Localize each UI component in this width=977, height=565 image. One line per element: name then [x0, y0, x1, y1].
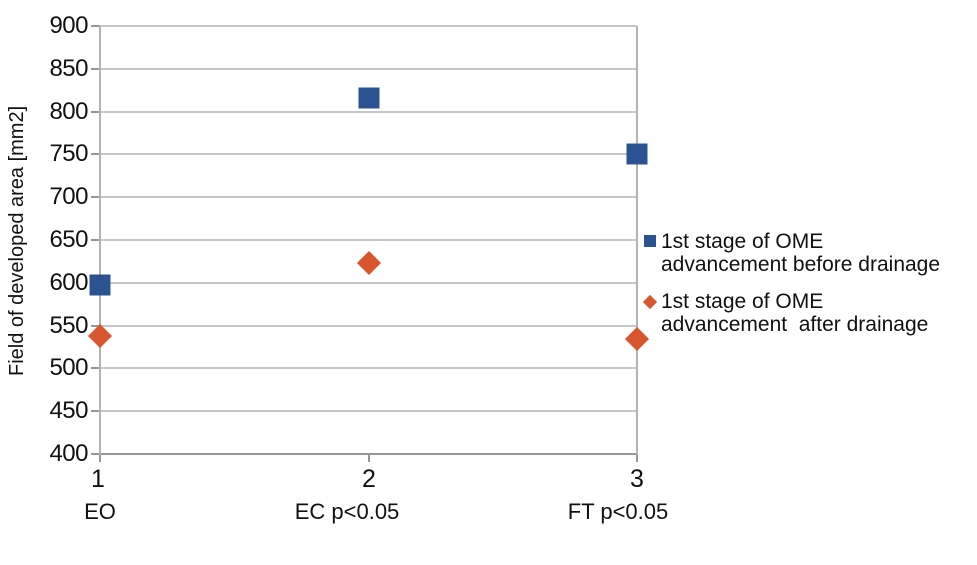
x-tick-mark: [99, 455, 101, 462]
y-tick-mark: [91, 153, 100, 156]
x-tick-mark: [636, 455, 638, 462]
data-point-diamond: [356, 251, 381, 276]
y-tick-mark: [91, 324, 100, 327]
x-tick-mark: [367, 455, 370, 462]
x-tick-label-2: 2: [362, 465, 376, 493]
gridline: [100, 196, 637, 199]
gridline: [100, 281, 637, 284]
y-tick-mark: [91, 25, 100, 27]
data-point-square: [626, 143, 648, 165]
x-axis-line: [100, 453, 637, 455]
gridline: [100, 367, 637, 370]
legend-label: 1st stage of OME advancement after draina…: [661, 290, 928, 336]
legend-square-marker-icon: [644, 235, 656, 247]
plot-right-border: [636, 26, 638, 456]
x-tick-label-1: 1: [91, 465, 105, 493]
gridline: [100, 239, 637, 241]
y-tick-mark: [91, 110, 100, 113]
data-point-square: [89, 274, 111, 295]
data-point-diamond: [87, 323, 113, 348]
y-tick-label: 550: [49, 311, 88, 339]
y-tick-label: 750: [49, 140, 88, 168]
y-tick-mark: [91, 367, 100, 370]
y-tick-mark: [91, 453, 100, 455]
y-tick-label: 450: [49, 397, 88, 425]
gridline: [100, 324, 637, 327]
legend-label-line: 1st stage of OME: [661, 290, 824, 313]
y-tick-mark: [91, 196, 100, 199]
x-category-label-ec: EC p<0.05: [294, 499, 400, 524]
legend-diamond-marker-icon: [642, 294, 658, 310]
y-tick-label: 500: [49, 354, 88, 382]
y-tick-mark: [91, 410, 100, 413]
x-category-label-ft: FT p<0.05: [567, 499, 669, 524]
legend-label-line: 1st stage of OME: [661, 230, 824, 253]
legend-label-line: advancement before drainage: [661, 253, 941, 276]
y-tick-label: 600: [49, 268, 88, 296]
gridline: [100, 67, 637, 70]
y-tick-label: 700: [49, 183, 88, 211]
legend-entry-after-drainage: 1st stage of OME advancement after draina…: [642, 290, 974, 336]
gridline: [100, 110, 637, 113]
gridline: [100, 25, 637, 27]
y-tick-mark: [91, 67, 100, 70]
gridline: [100, 153, 637, 156]
plot-left-border: [99, 26, 101, 456]
x-tick-label-3: 3: [630, 465, 644, 493]
y-tick-label: 400: [49, 440, 88, 467]
y-tick-label: 800: [49, 97, 88, 125]
y-tick-mark: [91, 239, 100, 241]
legend-label: 1st stage of OME advancement before drain…: [661, 230, 940, 276]
legend: 1st stage of OME advancement before drain…: [642, 230, 974, 350]
x-category-label-eo: EO: [84, 499, 116, 524]
data-point-square: [358, 87, 379, 109]
y-tick-label: 650: [49, 226, 88, 253]
y-tick-label: 850: [49, 54, 88, 82]
legend-label-line: advancement after drainage: [661, 313, 929, 336]
legend-entry-before-drainage: 1st stage of OME advancement before drain…: [644, 230, 974, 276]
y-tick-label: 900: [49, 12, 88, 39]
gridline: [100, 410, 637, 413]
